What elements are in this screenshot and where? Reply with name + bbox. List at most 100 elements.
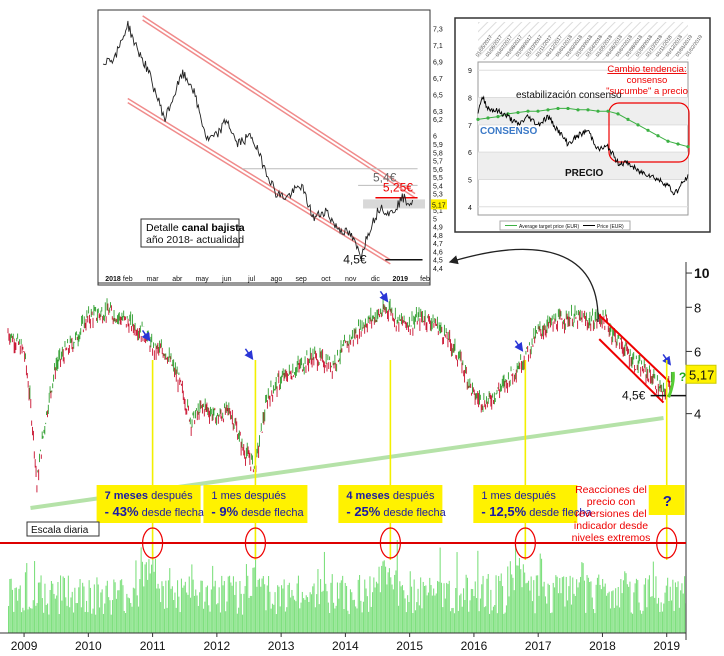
volume-bar xyxy=(466,577,468,633)
volume-bar xyxy=(672,579,674,633)
volume-bar xyxy=(650,596,652,633)
volume-bar xyxy=(203,608,205,633)
volume-bar xyxy=(620,579,622,633)
inset1-y-tick: 6,2 xyxy=(433,117,443,124)
volume-bar xyxy=(463,588,465,633)
inset1-y-tick: 5,8 xyxy=(433,150,443,157)
volume-bar xyxy=(414,610,416,633)
volume-bar xyxy=(113,579,115,633)
volume-bar xyxy=(253,567,255,633)
volume-bar xyxy=(277,585,279,633)
volume-bar xyxy=(170,588,172,633)
volume-bar xyxy=(516,565,518,633)
volume-bar xyxy=(473,596,475,633)
inset2-y-tick: 5 xyxy=(468,177,472,184)
volume-bar xyxy=(104,603,106,633)
volume-bar xyxy=(79,579,81,633)
volume-bar xyxy=(249,595,251,633)
volume-bar xyxy=(626,584,628,633)
volume-bar xyxy=(112,600,114,633)
volume-bar xyxy=(671,600,673,633)
inset1-desc-a: Detalle xyxy=(146,222,182,234)
inset2-consensus-point xyxy=(516,110,520,115)
inset2-consensus-point xyxy=(666,139,670,143)
x-tick-label: 2014 xyxy=(332,639,359,653)
volume-bar xyxy=(89,587,91,633)
reaction-note-line: reversiones del xyxy=(575,508,646,520)
inset1-y-tick: 6,3 xyxy=(433,109,443,116)
volume-bar xyxy=(330,582,332,633)
inset-link-arrow xyxy=(448,248,599,323)
volume-bar xyxy=(557,593,559,633)
volume-bar xyxy=(320,579,322,633)
inset2-consensus-point xyxy=(486,116,490,120)
volume-bar xyxy=(438,581,440,633)
volume-bar xyxy=(164,608,166,633)
inset1-label-525: 5,25€ xyxy=(383,181,413,195)
volume-bar xyxy=(682,593,684,633)
volume-bar xyxy=(595,584,597,633)
volume-bar xyxy=(53,593,55,633)
inset2-plot xyxy=(477,61,689,216)
volume-bar xyxy=(372,592,374,633)
inset1-x-tick: sep xyxy=(296,276,307,283)
volume-bar xyxy=(369,576,371,633)
volume-bar xyxy=(624,571,626,633)
inset1-channel-lower xyxy=(127,97,391,261)
volume-bar xyxy=(156,588,158,633)
volume-bar xyxy=(234,594,236,633)
volume-bar xyxy=(327,602,329,633)
volume-bar xyxy=(275,614,277,633)
inset2-y-tick: 7 xyxy=(468,123,472,130)
volume-bar xyxy=(307,597,309,633)
volume-bar xyxy=(30,608,32,633)
signal-arrow xyxy=(514,340,524,352)
volume-bar xyxy=(567,600,569,633)
volume-bar xyxy=(684,576,686,633)
volume-bar xyxy=(290,597,292,633)
volume-bar xyxy=(294,599,296,633)
volume-bar xyxy=(305,595,307,633)
inset1-x-tick: may xyxy=(195,276,209,283)
volume-bar xyxy=(135,560,137,633)
volume-bar xyxy=(524,572,526,633)
annotation-line1: 1 mes después xyxy=(481,490,556,502)
volume-bar xyxy=(360,600,362,633)
volume-bar xyxy=(110,614,112,633)
inset1-x-tick: 2019 xyxy=(392,276,408,283)
volume-bar xyxy=(559,578,561,633)
volume-bar xyxy=(119,580,121,633)
volume-bar xyxy=(560,593,562,633)
volume-bar xyxy=(518,557,520,633)
volume-bar xyxy=(70,597,72,633)
volume-bar xyxy=(609,608,611,633)
volume-bar xyxy=(226,601,228,633)
volume-bar xyxy=(665,585,667,633)
volume-bar xyxy=(440,582,442,633)
annotation-line1: 7 meses después xyxy=(105,490,194,502)
volume-bar xyxy=(160,602,162,633)
volume-bar xyxy=(651,596,653,633)
volume-bar xyxy=(140,547,142,633)
volume-bar xyxy=(243,593,245,633)
volume-bar xyxy=(178,596,180,633)
volume-bar xyxy=(621,593,623,633)
volume-bar xyxy=(192,579,194,633)
inset1-y-tick: 5,4 xyxy=(433,183,443,190)
inset2-y-tick: 9 xyxy=(468,68,472,75)
signal-arrow xyxy=(244,348,254,361)
volume-bar xyxy=(563,576,565,633)
volume-bar xyxy=(14,588,16,633)
volume-bar xyxy=(335,605,337,633)
volume-bar xyxy=(426,595,428,633)
volume-bar xyxy=(286,607,288,633)
x-tick-label: 2012 xyxy=(204,639,231,653)
volume-bar xyxy=(47,603,49,633)
volume-bar xyxy=(256,586,258,633)
volume-bar xyxy=(151,564,153,633)
volume-bar xyxy=(219,612,221,633)
inset1-y-tick: 6,9 xyxy=(433,59,443,66)
inset1-y-tick: 7,1 xyxy=(433,43,443,50)
volume-bar xyxy=(513,590,515,633)
